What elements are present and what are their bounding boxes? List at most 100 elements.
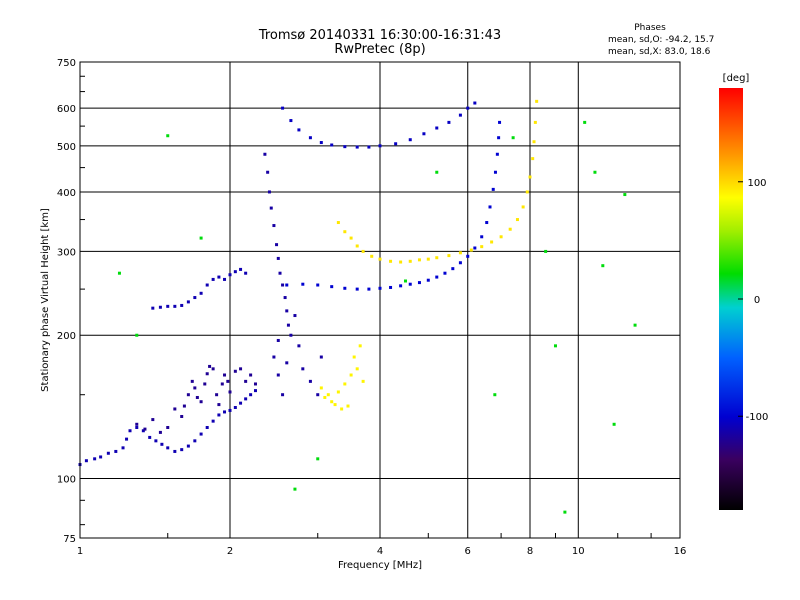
data-point	[563, 510, 567, 514]
data-point	[495, 152, 499, 156]
data-point	[223, 277, 227, 281]
x-tick-label: 6	[465, 546, 471, 557]
data-point	[215, 393, 219, 397]
data-point	[408, 259, 412, 263]
data-point	[244, 397, 248, 401]
data-point	[160, 442, 164, 446]
data-point	[511, 136, 515, 140]
colorbar-tick-label: 100	[747, 178, 766, 189]
data-point	[217, 413, 221, 417]
x-tick-label: 4	[377, 546, 383, 557]
data-point	[166, 304, 170, 308]
data-point	[293, 487, 297, 491]
data-point	[394, 142, 398, 146]
colorbar-tick-label: 0	[754, 295, 760, 306]
data-point	[447, 120, 451, 124]
data-point	[499, 235, 503, 239]
data-point	[135, 425, 139, 429]
data-point	[253, 389, 257, 393]
data-point	[281, 106, 285, 110]
data-point	[301, 367, 305, 371]
x-axis-ticks: 1 2 4 6 8 10 16	[77, 533, 687, 557]
data-point	[253, 382, 257, 386]
stats-o-mode: mean, sd,O: -94.2, 15.7	[608, 35, 714, 45]
data-point	[319, 355, 323, 359]
data-point	[458, 251, 462, 255]
data-point	[195, 395, 199, 399]
x-tick-label: 16	[674, 546, 687, 557]
data-point	[220, 382, 224, 386]
data-point	[544, 249, 548, 253]
y-axis-ticks: 75 100 200 300 400 500 600 750	[57, 58, 85, 545]
data-point	[173, 407, 177, 411]
data-point	[211, 277, 215, 281]
data-point	[285, 283, 289, 287]
data-point	[361, 379, 365, 383]
y-tick-label: 600	[57, 104, 76, 115]
colorbar-label: [deg]	[723, 73, 750, 84]
data-point	[203, 382, 207, 386]
data-point	[166, 446, 170, 450]
data-point	[228, 390, 232, 394]
data-point	[355, 287, 359, 291]
data-point	[408, 138, 412, 142]
data-point	[473, 246, 477, 250]
data-point	[186, 300, 190, 304]
data-point	[289, 119, 293, 123]
data-point	[355, 367, 359, 371]
colorbar-tick-label: -100	[746, 412, 769, 423]
data-point	[193, 386, 197, 390]
x-tick-label: 2	[227, 546, 233, 557]
data-point	[297, 128, 301, 132]
data-point	[343, 230, 347, 234]
data-point	[466, 106, 470, 110]
data-point	[286, 323, 290, 327]
data-point	[469, 248, 473, 252]
data-point	[269, 206, 273, 210]
data-point	[158, 305, 162, 309]
data-points	[78, 99, 637, 514]
data-point	[205, 425, 209, 429]
data-point	[326, 393, 330, 397]
data-point	[583, 120, 587, 124]
y-tick-label: 300	[57, 247, 76, 258]
data-point	[244, 271, 248, 275]
data-point	[435, 126, 439, 130]
y-tick-label: 100	[57, 475, 76, 486]
data-point	[403, 279, 407, 283]
data-point	[276, 338, 280, 342]
data-point	[272, 355, 276, 359]
x-tick-label: 1	[77, 546, 83, 557]
data-point	[233, 270, 237, 274]
data-point	[451, 267, 455, 271]
colorbar-ticks: 100 0 -100	[738, 178, 768, 423]
data-point	[143, 427, 147, 431]
chart-subtitle: RwPretec (8p)	[334, 42, 425, 57]
data-point	[480, 235, 484, 239]
data-point	[228, 408, 232, 412]
data-point	[180, 303, 184, 307]
data-point	[378, 257, 382, 261]
data-point	[244, 379, 248, 383]
data-point	[343, 286, 347, 290]
data-point	[319, 386, 323, 390]
y-tick-label: 750	[57, 58, 76, 69]
data-point	[515, 218, 519, 222]
data-point	[128, 429, 132, 433]
data-point	[190, 379, 194, 383]
data-point	[473, 101, 477, 105]
data-point	[205, 283, 209, 287]
data-point	[173, 304, 177, 308]
chart-title: Tromsø 20140331 16:30:00-16:31:43	[258, 28, 501, 43]
data-point	[166, 425, 170, 429]
data-point	[458, 113, 462, 117]
data-point	[158, 430, 162, 434]
data-point	[466, 254, 470, 258]
data-point	[367, 287, 371, 291]
data-point	[166, 134, 170, 138]
data-point	[633, 323, 637, 327]
data-point	[389, 259, 393, 263]
data-point	[355, 145, 359, 149]
data-point	[239, 401, 243, 405]
